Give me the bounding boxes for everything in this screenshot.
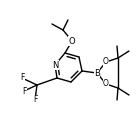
Text: F: F <box>22 86 26 95</box>
Text: N: N <box>52 61 58 70</box>
Text: O: O <box>69 36 75 45</box>
Text: O: O <box>103 57 109 66</box>
Text: O: O <box>103 80 109 88</box>
Text: F: F <box>20 74 24 82</box>
Text: B: B <box>94 68 100 78</box>
Text: F: F <box>33 95 37 105</box>
